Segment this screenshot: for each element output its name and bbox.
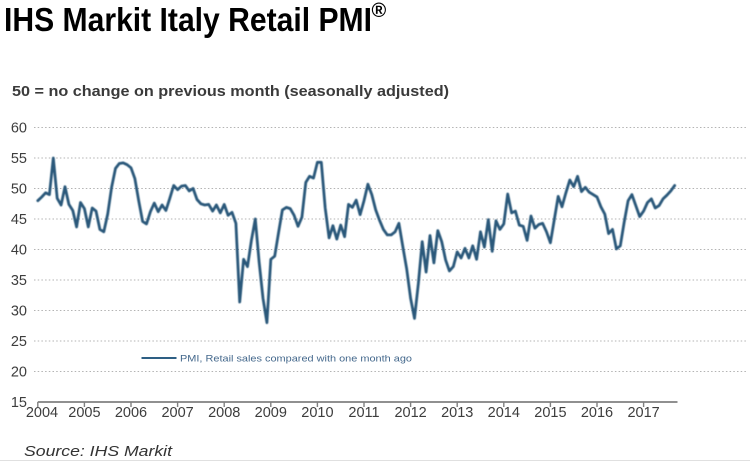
- svg-text:2013: 2013: [441, 405, 473, 421]
- svg-text:2016: 2016: [581, 405, 613, 421]
- svg-text:2011: 2011: [348, 405, 379, 421]
- svg-text:45: 45: [11, 212, 27, 228]
- svg-text:2008: 2008: [208, 405, 240, 421]
- svg-text:30: 30: [11, 304, 27, 320]
- svg-text:60: 60: [11, 121, 27, 137]
- svg-text:50: 50: [11, 182, 27, 198]
- svg-text:2010: 2010: [301, 405, 333, 421]
- svg-text:35: 35: [11, 273, 27, 289]
- svg-text:2014: 2014: [488, 405, 520, 421]
- svg-text:PMI, Retail sales compared wit: PMI, Retail sales compared with one mont…: [180, 354, 412, 365]
- svg-text:2004: 2004: [26, 405, 58, 421]
- svg-text:2006: 2006: [115, 405, 147, 421]
- svg-text:40: 40: [11, 243, 27, 259]
- svg-text:25: 25: [11, 334, 27, 350]
- svg-text:50 = no change on previous mon: 50 = no change on previous month (season…: [12, 84, 449, 100]
- svg-text:2015: 2015: [534, 405, 566, 421]
- svg-text:®: ®: [372, 0, 387, 22]
- svg-text:2007: 2007: [161, 405, 193, 421]
- svg-text:20: 20: [11, 365, 27, 381]
- svg-text:15: 15: [11, 395, 27, 411]
- svg-text:Source: IHS Markit: Source: IHS Markit: [24, 443, 173, 460]
- svg-text:2009: 2009: [255, 405, 287, 421]
- svg-text:2012: 2012: [394, 405, 426, 421]
- svg-text:55: 55: [11, 151, 27, 167]
- svg-text:IHS Markit Italy Retail PMI: IHS Markit Italy Retail PMI: [4, 1, 372, 38]
- svg-text:2005: 2005: [68, 405, 100, 421]
- svg-text:2017: 2017: [627, 405, 659, 421]
